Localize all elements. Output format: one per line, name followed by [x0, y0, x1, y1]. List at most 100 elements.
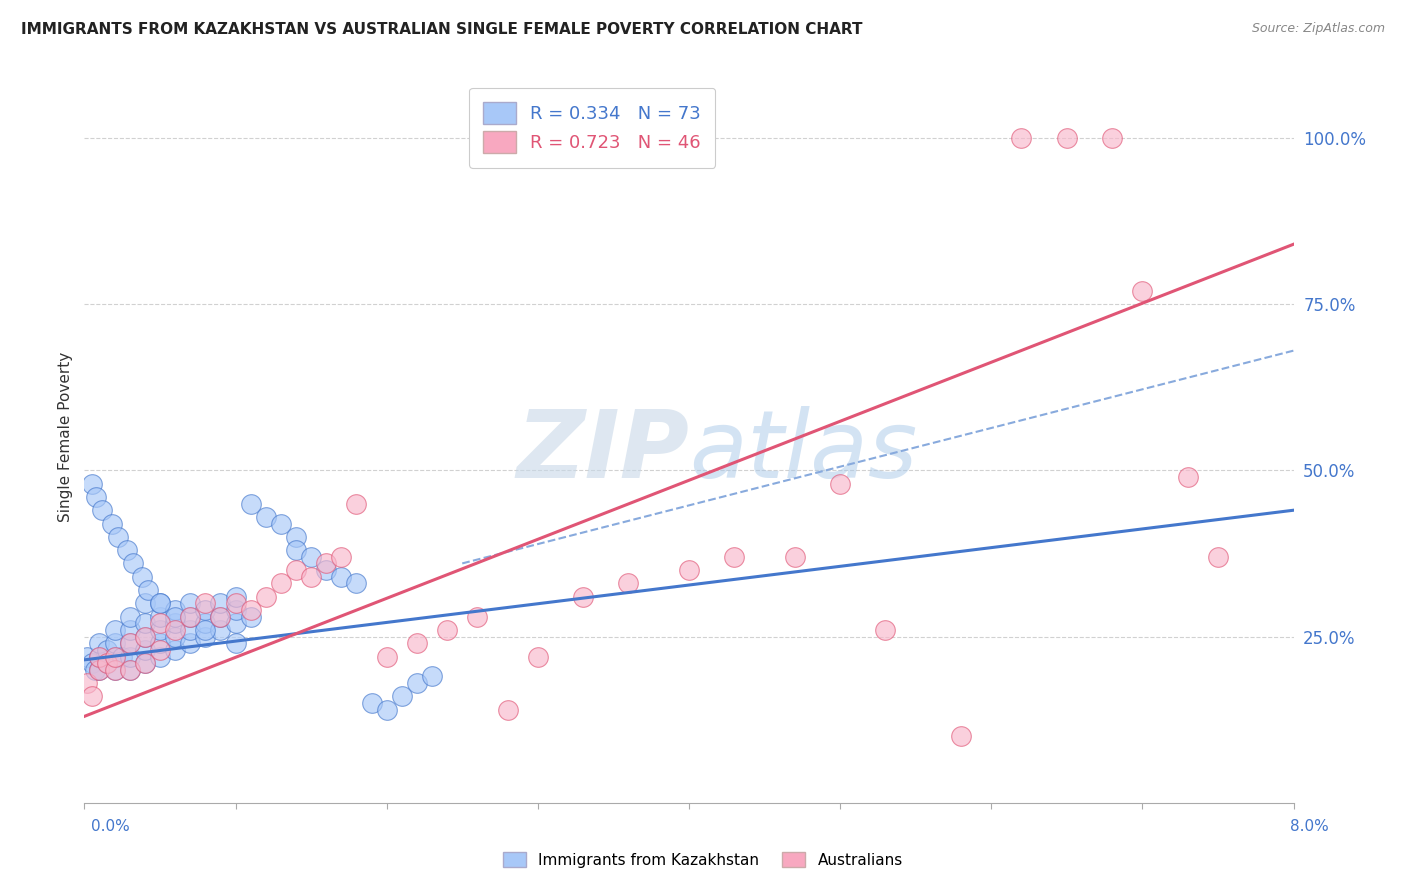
Y-axis label: Single Female Poverty: Single Female Poverty	[58, 352, 73, 522]
Point	[136, 582, 159, 597]
Point	[225, 590, 247, 604]
Point	[346, 576, 368, 591]
Text: atlas: atlas	[689, 406, 917, 497]
Point	[100, 516, 122, 531]
Point	[104, 663, 127, 677]
Point	[194, 596, 217, 610]
Point	[104, 636, 127, 650]
Point	[179, 609, 201, 624]
Point	[572, 590, 595, 604]
Point	[194, 616, 217, 631]
Point	[270, 576, 292, 591]
Text: ZIP: ZIP	[516, 406, 689, 498]
Point	[285, 530, 308, 544]
Point	[617, 576, 640, 591]
Point	[406, 676, 429, 690]
Point	[89, 649, 111, 664]
Point	[80, 476, 103, 491]
Point	[89, 649, 111, 664]
Point	[270, 516, 292, 531]
Point	[239, 609, 262, 624]
Point	[194, 603, 217, 617]
Text: 0.0%: 0.0%	[91, 819, 131, 834]
Point	[76, 676, 98, 690]
Point	[315, 557, 337, 571]
Point	[330, 549, 353, 564]
Point	[179, 636, 201, 650]
Point	[420, 669, 443, 683]
Point	[89, 663, 111, 677]
Point	[111, 649, 134, 664]
Point	[96, 643, 118, 657]
Point	[254, 590, 277, 604]
Legend: Immigrants from Kazakhstan, Australians: Immigrants from Kazakhstan, Australians	[496, 844, 910, 875]
Point	[76, 649, 98, 664]
Point	[406, 636, 429, 650]
Point	[285, 563, 308, 577]
Point	[527, 649, 550, 664]
Point	[194, 623, 217, 637]
Point	[118, 636, 141, 650]
Point	[179, 596, 201, 610]
Point	[104, 649, 127, 664]
Point	[134, 630, 156, 644]
Point	[134, 596, 156, 610]
Point	[89, 636, 111, 650]
Point	[239, 497, 262, 511]
Point	[165, 603, 187, 617]
Point	[149, 609, 172, 624]
Point	[783, 549, 806, 564]
Point	[104, 663, 127, 677]
Point	[209, 609, 232, 624]
Point	[96, 656, 118, 670]
Point	[96, 656, 118, 670]
Point	[149, 596, 172, 610]
Point	[285, 543, 308, 558]
Point	[209, 596, 232, 610]
Point	[118, 636, 141, 650]
Point	[134, 616, 156, 631]
Point	[830, 476, 852, 491]
Point	[179, 609, 201, 624]
Point	[723, 549, 745, 564]
Point	[239, 603, 262, 617]
Point	[165, 630, 187, 644]
Legend: R = 0.334   N = 73, R = 0.723   N = 46: R = 0.334 N = 73, R = 0.723 N = 46	[470, 87, 716, 168]
Point	[118, 663, 141, 677]
Point	[118, 649, 141, 664]
Point	[496, 703, 519, 717]
Point	[134, 643, 156, 657]
Point	[118, 663, 141, 677]
Point	[209, 609, 232, 624]
Point	[209, 623, 232, 637]
Point	[89, 663, 111, 677]
Point	[678, 563, 700, 577]
Point	[104, 623, 127, 637]
Point	[149, 596, 172, 610]
Point	[225, 603, 247, 617]
Point	[467, 609, 489, 624]
Point	[86, 490, 108, 504]
Point	[330, 570, 353, 584]
Point	[165, 623, 187, 637]
Point	[179, 623, 201, 637]
Point	[149, 636, 172, 650]
Point	[91, 503, 114, 517]
Point	[194, 630, 217, 644]
Point	[375, 703, 398, 717]
Point	[115, 543, 138, 558]
Point	[149, 643, 172, 657]
Point	[875, 623, 897, 637]
Point	[121, 557, 143, 571]
Point	[225, 636, 247, 650]
Text: 8.0%: 8.0%	[1289, 819, 1329, 834]
Text: IMMIGRANTS FROM KAZAKHSTAN VS AUSTRALIAN SINGLE FEMALE POVERTY CORRELATION CHART: IMMIGRANTS FROM KAZAKHSTAN VS AUSTRALIAN…	[21, 22, 863, 37]
Point	[149, 649, 172, 664]
Point	[80, 690, 103, 704]
Point	[391, 690, 413, 704]
Point	[1177, 470, 1199, 484]
Point	[165, 609, 187, 624]
Point	[436, 623, 458, 637]
Point	[346, 497, 368, 511]
Point	[134, 656, 156, 670]
